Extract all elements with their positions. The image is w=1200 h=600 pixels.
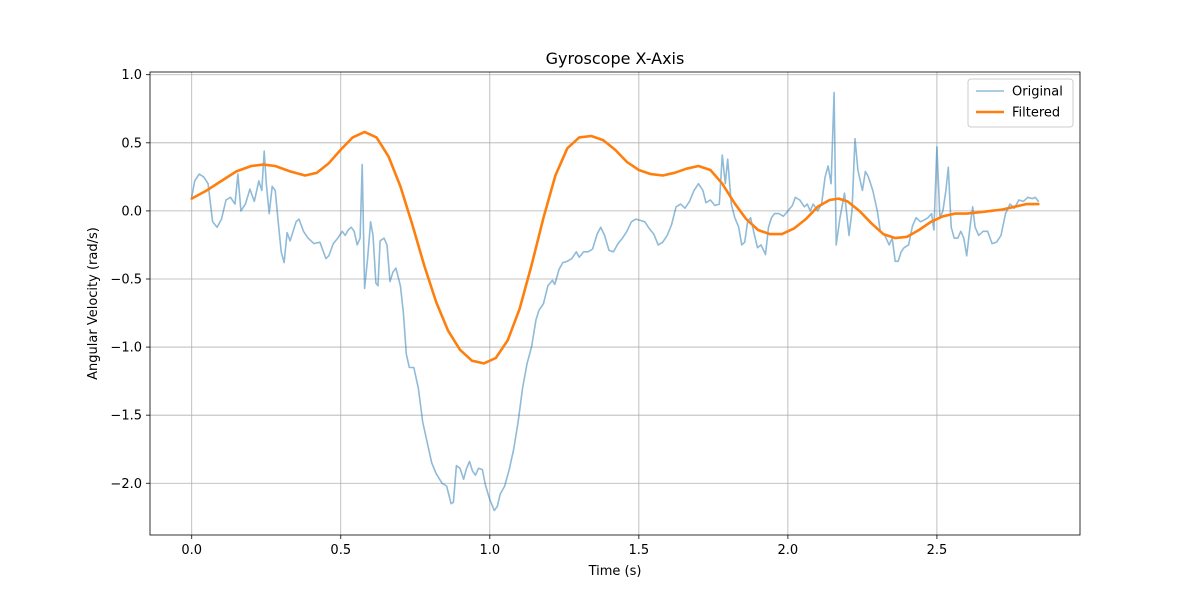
legend-label: Original <box>1012 85 1063 100</box>
x-tick-label: 1.5 <box>629 543 650 558</box>
chart-title: Gyroscope X-Axis <box>546 49 685 68</box>
x-tick-label: 0.0 <box>181 543 202 558</box>
legend-label: Filtered <box>1012 106 1060 121</box>
series-line-filtered <box>190 130 1040 365</box>
x-tick-label: 2.5 <box>927 543 948 558</box>
y-tick-label: 0.0 <box>121 204 142 219</box>
y-axis-label: Angular Velocity (rad/s) <box>86 227 101 380</box>
y-tick-label: −1.0 <box>110 341 142 356</box>
x-axis-label: Time (s) <box>588 564 642 579</box>
y-tick-label: −0.5 <box>110 272 142 287</box>
legend: Original Filtered <box>967 78 1074 128</box>
x-tick-label: 1.0 <box>479 543 500 558</box>
y-tick-label: 0.5 <box>121 136 142 151</box>
grid <box>150 72 1080 535</box>
y-tick-label: 1.0 <box>121 68 142 83</box>
axes-frame <box>149 71 1081 536</box>
y-axis-ticks: 1.0 0.5 0.0 −0.5 −1.0 −1.5 −2.0 <box>110 68 150 492</box>
y-tick-label: −1.5 <box>110 409 142 424</box>
plot-area <box>190 91 1040 512</box>
x-tick-label: 2.0 <box>778 543 799 558</box>
y-tick-label: −2.0 <box>110 477 142 492</box>
series-line-original <box>190 91 1040 512</box>
x-axis-ticks: 0.0 0.5 1.0 1.5 2.0 2.5 <box>181 535 947 558</box>
x-tick-label: 0.5 <box>330 543 351 558</box>
